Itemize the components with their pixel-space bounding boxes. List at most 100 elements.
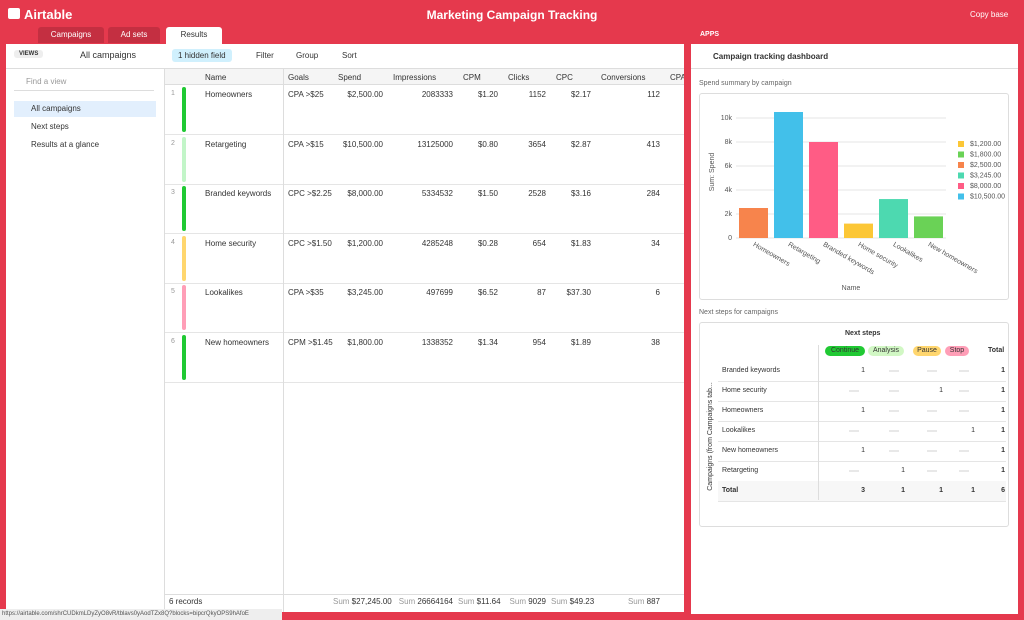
pivot-row-label: Homeowners [722,407,764,414]
group[interactable]: Group [296,51,319,60]
row [165,283,684,333]
tab[interactable]: Results [166,27,222,45]
cell: $3.16 [570,189,591,198]
header-row [165,69,684,85]
empty-cell [959,410,969,412]
col-divider [283,69,284,612]
logo: Airtable [24,7,73,22]
cell: 2528 [528,189,546,198]
sum-label: Sum [551,597,570,606]
column-header: Spend [338,73,362,82]
pivot-column: Continue [825,346,865,356]
cell: 3654 [528,139,546,149]
cell: $1.34 [477,337,498,347]
legend-swatch [958,141,964,147]
sum-value: 887 [646,597,660,606]
chart-title[interactable]: Spend summary by campaign [699,80,792,87]
pivot-row [718,401,1006,422]
x-tick-label: Homeowners [752,241,792,268]
cell: 2083333 [421,90,453,99]
hidden-fields[interactable]: 1 hidden field [172,49,232,62]
cell: CPA >$15 [288,139,324,149]
cell: $1.50 [477,189,498,198]
logo-icon [8,8,20,19]
y-tick-label: 0 [728,235,732,242]
row-color [182,285,186,330]
pivot-cell: 1 [939,487,943,494]
record-count: 6 records [169,597,203,606]
sum: Sum 887 [596,597,660,606]
empty-cell [889,390,899,392]
bar [739,208,768,238]
pivot-title[interactable]: Next steps for campaigns [699,309,778,316]
copy-base[interactable]: Copy base [970,10,1009,19]
cell: 5334532 [421,189,453,198]
status-url: https://airtable.com/shrCUDkmLDyZyO8vR/t… [0,609,282,620]
cell: $0.80 [477,139,498,149]
views-button[interactable]: VIEWS [14,50,44,58]
cell: Home security [205,238,257,248]
empty-cell [959,390,969,392]
empty-cell [849,470,859,472]
sum: Sum 26664164 [388,597,453,606]
cell: 38 [651,337,660,347]
pivot-cell: 1 [861,447,865,454]
column-header: Conversions [601,73,646,82]
row [165,333,684,383]
cell: 112 [647,90,660,99]
view-item[interactable]: Results at a glance [31,140,100,149]
grid: Name Goals Spend Impressions CPM Clicks CPC Con… [165,69,684,612]
filter[interactable]: Filter [256,51,274,60]
view-item[interactable]: All campaigns [14,101,156,117]
cell: $1,800.00 [347,337,383,347]
toolbar [6,44,684,69]
cell: $1.83 [570,238,591,248]
row [165,135,684,185]
sort[interactable]: Sort [342,51,357,60]
empty-cell [889,450,899,452]
pivot-header: Next steps [845,330,881,337]
row-number: 5 [171,288,175,295]
row-color [182,136,186,182]
cell: $2.87 [570,139,591,149]
cell: CPA >$35 [288,288,324,297]
pivot-cell: 1 [1001,387,1005,394]
empty-cell [927,450,937,452]
sum-label: Sum [509,597,529,606]
pivot-row [718,441,1006,462]
legend-label: $1,200.00 [970,141,1001,148]
legend-label: $2,500.00 [970,162,1001,169]
tab[interactable]: Ad sets [108,27,160,43]
view-item[interactable]: Next steps [31,122,69,131]
pivot-row-label: Branded keywords [722,367,780,374]
tab[interactable]: Campaigns [38,27,104,43]
cell: 413 [646,139,660,149]
pivot-row [718,421,1006,442]
bar [809,142,838,238]
bar [879,199,908,238]
pivot-cell: 1 [1001,367,1005,374]
row-number: 3 [171,189,175,196]
pivot-cell: 1 [901,487,905,494]
sum-label: Sum [398,597,418,606]
cell: $1,200.00 [347,238,383,248]
row [165,184,684,234]
y-tick-label: 6k [725,163,733,170]
row [165,85,684,135]
column-header: Name [205,73,227,82]
column-header: CPC [556,73,573,82]
cell: $0.28 [477,238,498,248]
empty-cell [927,430,937,432]
current-view[interactable]: All campaigns [80,50,137,60]
cell: 4285248 [421,238,453,248]
legend-swatch [958,193,964,200]
pivot-cell: 6 [1001,487,1005,494]
column-header: Clicks [508,73,530,82]
cell: $37.30 [566,288,591,297]
main-panel: VIEWS All campaigns 1 hidden field Filter Gr… [6,44,684,612]
column-header: CPA [670,73,684,82]
bar [844,223,873,238]
cell: CPM >$1.45 [288,337,333,347]
find-view[interactable]: Find a view [14,77,154,91]
sum-label: Sum [333,597,352,606]
